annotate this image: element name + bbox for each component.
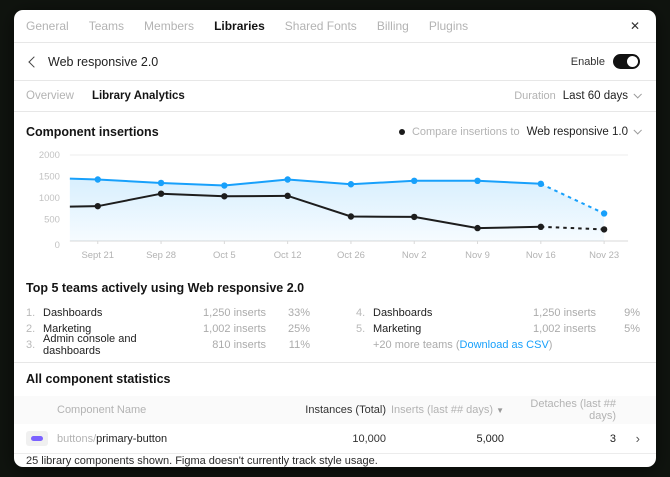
team-percent: 5% [624, 323, 640, 335]
stats-header: All component statistics [14, 370, 656, 388]
team-percent: 33% [287, 307, 310, 319]
compare-series-dot-icon [398, 129, 405, 135]
close-icon[interactable]: ✕ [629, 19, 640, 33]
team-percent: 9% [624, 307, 640, 319]
team-inserts: 810 inserts [212, 339, 266, 351]
stats-title: All component statistics [26, 372, 171, 386]
svg-text:Oct 12: Oct 12 [274, 250, 302, 261]
nav-tab-members[interactable]: Members [144, 19, 195, 33]
team-row: 1. Dashboards 1,250 inserts 33% [26, 307, 310, 319]
analytics-tabbar: Overview Library Analytics Duration Last… [14, 81, 656, 112]
team-percent: 11% [288, 339, 310, 351]
compare-label: Compare insertions to [411, 126, 520, 138]
nav-tab-billing[interactable]: Billing [376, 19, 409, 33]
team-name: Admin console and dashboards [43, 333, 137, 357]
toggle-knob [627, 56, 638, 67]
settings-nav: General Teams Members Libraries Shared F… [14, 10, 656, 43]
col-inserts[interactable]: Inserts (last ## days) ▼ [390, 404, 504, 416]
team-name: Marketing [373, 323, 422, 335]
svg-text:Oct 5: Oct 5 [213, 250, 236, 261]
chevron-down-icon [633, 126, 642, 135]
component-name: primary-button [96, 432, 168, 445]
svg-text:1500: 1500 [39, 171, 60, 182]
more-teams-row: +20 more teams (Download as CSV) [373, 339, 553, 351]
svg-text:1000: 1000 [39, 193, 60, 204]
svg-text:Nov 23: Nov 23 [589, 250, 619, 261]
section-divider [14, 362, 656, 363]
row-chevron-right-icon[interactable]: › [635, 431, 640, 446]
insertions-chart: 0 500 1000 1500 2000 Sept 21 Sep 28 Oct 5 Oct 12… [39, 150, 629, 261]
col-instances-total[interactable]: Instances (Total) [305, 404, 386, 416]
svg-text:Nov 16: Nov 16 [526, 250, 556, 261]
row-inserts: 5,000 [476, 432, 504, 445]
row-detaches: 3 [609, 432, 616, 445]
enable-toggle[interactable] [613, 54, 640, 69]
stats-footnote: 25 library components shown. Figma doesn… [26, 454, 378, 467]
library-titlebar: Web responsive 2.0 Enable [14, 43, 656, 81]
library-settings-modal: General Teams Members Libraries Shared F… [14, 10, 656, 467]
tab-library-analytics[interactable]: Library Analytics [91, 90, 185, 102]
team-inserts: 1,002 inserts [203, 323, 266, 335]
team-name: Dashboards [373, 307, 433, 319]
nav-tab-shared-fonts[interactable]: Shared Fonts [284, 19, 357, 33]
teams-list: 1. Dashboards 1,250 inserts 33% 2. Marke… [14, 297, 656, 357]
insertions-chart-container: 0 500 1000 1500 2000 Sept 21 Sep 28 Oct 5 Oct 12… [14, 141, 656, 270]
duration-dropdown[interactable]: Last 60 days [563, 90, 642, 102]
svg-text:Nov 9: Nov 9 [465, 250, 490, 261]
component-pill-icon [31, 436, 43, 441]
row-instances: 10,000 [352, 432, 386, 445]
download-csv-link[interactable]: Download as CSV [459, 339, 549, 351]
svg-text:0: 0 [55, 240, 60, 251]
library-title: Web responsive 2.0 [48, 54, 159, 69]
component-row[interactable]: buttons/primary-button 10,000 5,000 3 › [14, 424, 656, 454]
svg-text:500: 500 [44, 214, 60, 225]
stats-table-header: Component Name Instances (Total) Inserts… [14, 396, 656, 424]
team-percent: 25% [287, 323, 310, 335]
component-thumbnail [26, 431, 48, 446]
compare-library-dropdown[interactable]: Web responsive 1.0 [527, 126, 642, 138]
svg-text:Oct 26: Oct 26 [337, 250, 365, 261]
nav-tab-teams[interactable]: Teams [88, 19, 125, 33]
col-component-name: Component Name [57, 404, 147, 416]
component-path: buttons/ [57, 432, 97, 445]
enable-label: Enable [570, 55, 605, 68]
team-row: 5. Marketing 1,002 inserts 5% [356, 323, 640, 335]
col-detaches[interactable]: Detaches (last ## days) [530, 398, 616, 422]
nav-tab-plugins[interactable]: Plugins [428, 19, 469, 33]
team-inserts: 1,250 inserts [203, 307, 266, 319]
tab-overview[interactable]: Overview [26, 90, 74, 102]
team-row: 2. Marketing 1,002 inserts 25% [26, 323, 310, 335]
svg-text:Sep 28: Sep 28 [146, 250, 176, 261]
insertions-header: Component insertions Compare insertions … [14, 123, 656, 141]
svg-text:Nov 2: Nov 2 [402, 250, 427, 261]
team-name: Dashboards [43, 307, 103, 319]
team-inserts: 1,002 inserts [533, 323, 596, 335]
nav-tab-libraries[interactable]: Libraries [214, 19, 265, 33]
sort-desc-icon: ▼ [496, 406, 504, 415]
teams-title: Top 5 teams actively using Web responsiv… [26, 281, 305, 295]
team-row: 3. Admin console and dashboards 810 inse… [26, 333, 310, 357]
chevron-down-icon [633, 90, 642, 99]
duration-label: Duration [514, 90, 556, 102]
nav-tab-general[interactable]: General [26, 19, 69, 33]
teams-header: Top 5 teams actively using Web responsiv… [14, 279, 656, 297]
insertions-title: Component insertions [26, 125, 159, 139]
team-name: Marketing [43, 323, 92, 335]
team-row: 4. Dashboards 1,250 inserts 9% [356, 307, 640, 319]
back-icon[interactable] [28, 55, 40, 68]
team-inserts: 1,250 inserts [533, 307, 596, 319]
svg-text:Sept 21: Sept 21 [81, 250, 114, 261]
svg-text:2000: 2000 [39, 150, 60, 161]
